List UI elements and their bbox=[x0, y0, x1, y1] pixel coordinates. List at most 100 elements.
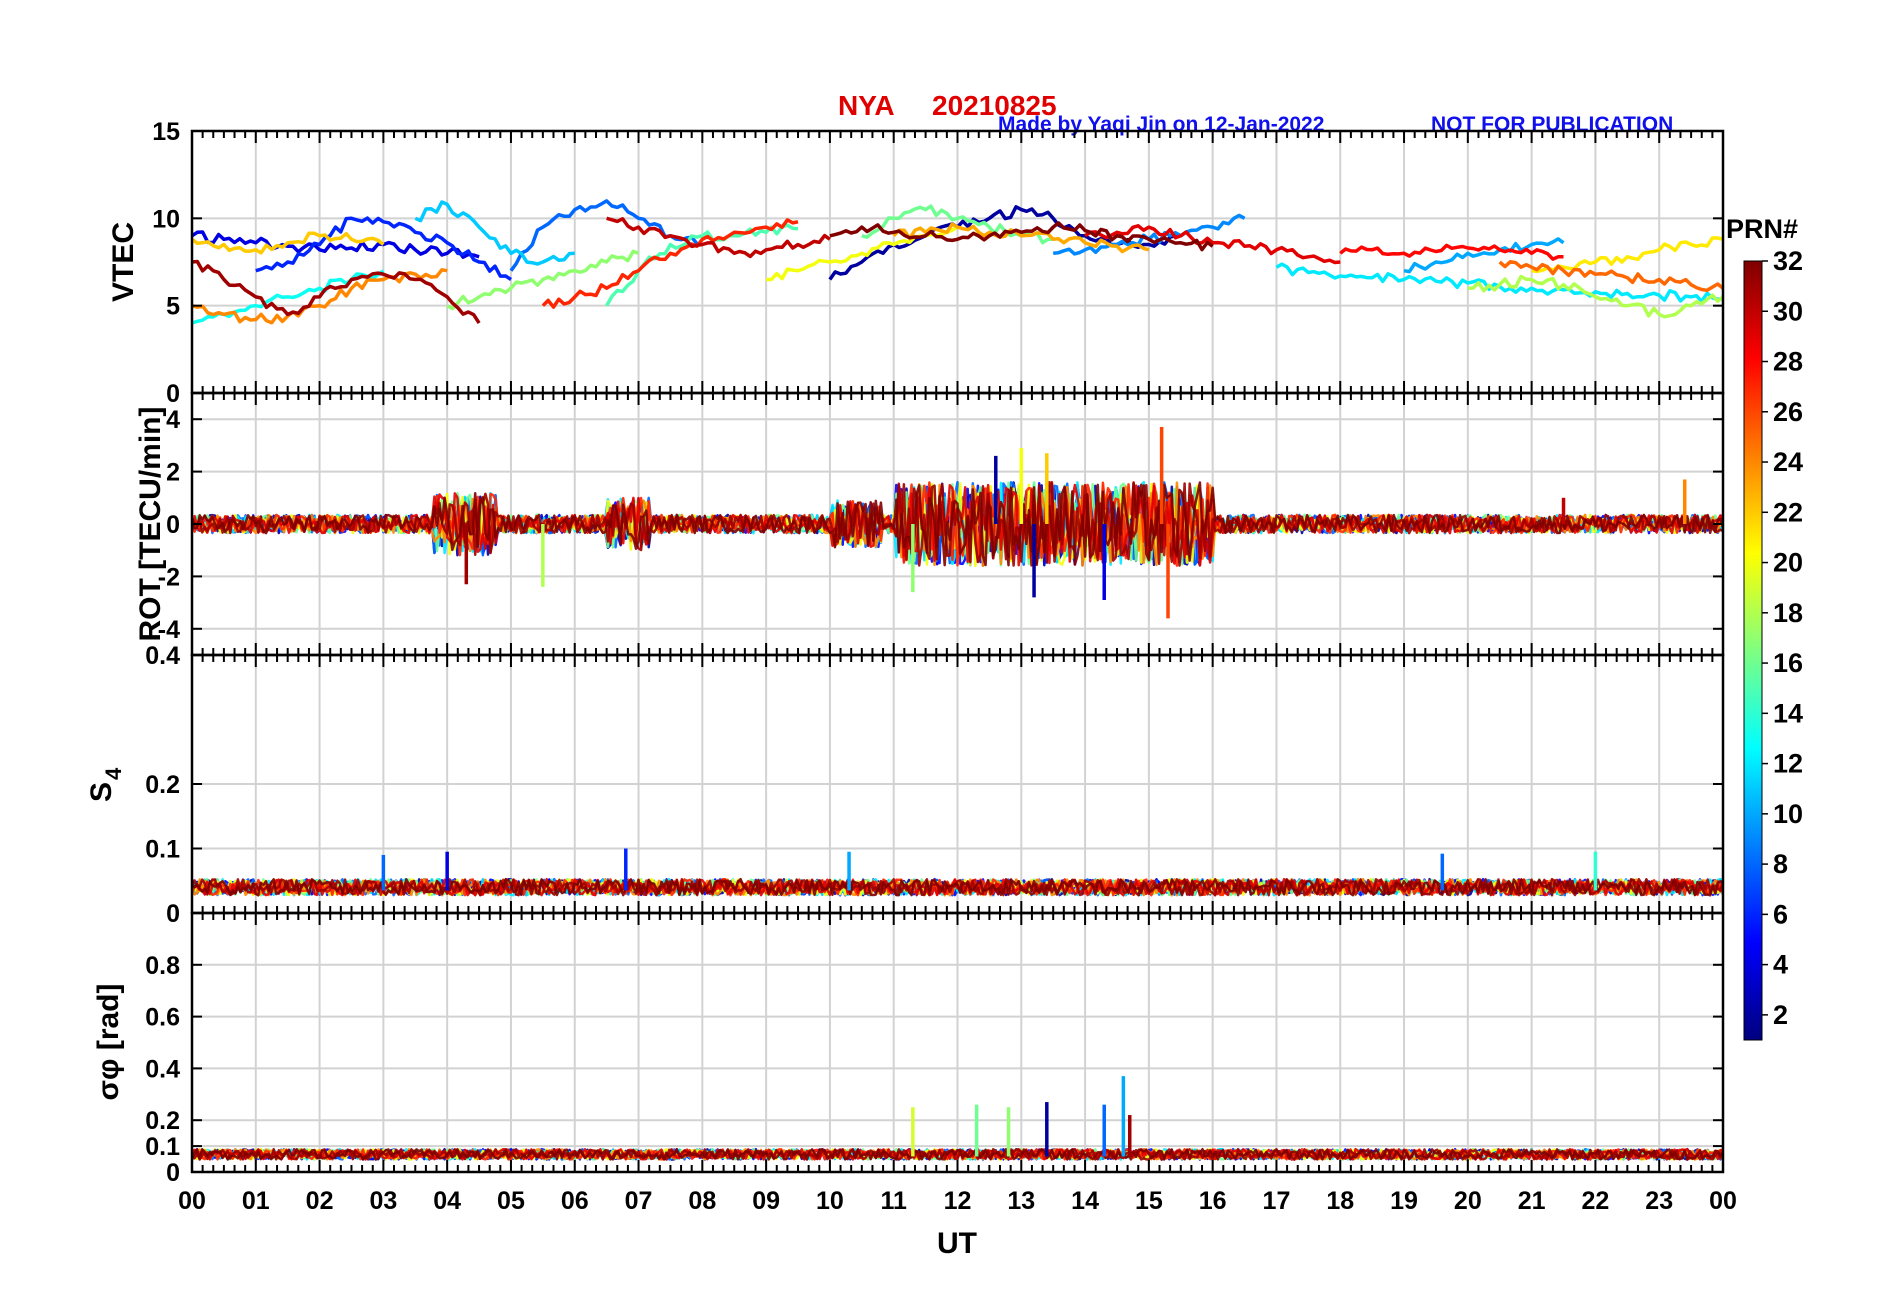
colorbar-tick-label: 4 bbox=[1773, 950, 1788, 980]
ylabel-sigma-phi-text: σφ [rad] bbox=[92, 984, 125, 1101]
y-tick-label: 0.1 bbox=[145, 1133, 180, 1161]
y-tick-label: 0 bbox=[166, 511, 180, 539]
colorbar-tick-label: 28 bbox=[1773, 347, 1803, 377]
ylabel-s4-sub: 4 bbox=[101, 767, 126, 780]
ylabel-s4-main: S bbox=[85, 782, 118, 802]
series-line-prn-32 bbox=[829, 221, 1214, 252]
colorbar-tick-label: 26 bbox=[1773, 397, 1803, 427]
y-tick-label: 0.6 bbox=[145, 1004, 180, 1032]
noise-line-prn-31 bbox=[192, 877, 1723, 897]
series-sigma-phi bbox=[192, 1076, 1723, 1161]
colorbar-label: PRN# bbox=[1726, 214, 1798, 244]
series-line-prn-31 bbox=[192, 259, 481, 325]
y-tick-label: 15 bbox=[152, 118, 180, 146]
series-line-prn-11 bbox=[414, 200, 575, 266]
colorbar-tick-label: 8 bbox=[1773, 849, 1788, 879]
x-tick-label: 01 bbox=[242, 1187, 270, 1215]
colorbar-tick-label: 30 bbox=[1773, 296, 1803, 326]
ticks-s4: 0 0.1 0.2 0.4 bbox=[145, 642, 1724, 928]
x-tick-label: 02 bbox=[306, 1187, 334, 1215]
panel-vtec: 0 5 10 15 VTEC bbox=[107, 118, 1725, 408]
x-tick-label: 04 bbox=[433, 1187, 461, 1215]
colorbar-tick-label: 10 bbox=[1773, 799, 1803, 829]
y-tick-label: 5 bbox=[166, 293, 180, 321]
x-tick-label: 11 bbox=[880, 1187, 907, 1215]
noise-line-prn-32 bbox=[192, 481, 1723, 567]
x-tick-label: 12 bbox=[944, 1187, 972, 1215]
x-tick-label: 06 bbox=[561, 1187, 589, 1215]
x-axis-tick-labels: 00 01 02 03 04 05 06 07 08 09 10 11 12 13 14 15 16 17 18 19… bbox=[178, 1187, 1737, 1215]
colorbar-tick-label: 16 bbox=[1773, 648, 1803, 678]
y-tick-label: -2 bbox=[158, 563, 180, 591]
series-line-prn-30 bbox=[606, 216, 831, 259]
grid-s4 bbox=[192, 655, 1723, 913]
colorbar-tick-label: 22 bbox=[1773, 497, 1803, 527]
x-tick-label: 07 bbox=[625, 1187, 653, 1215]
ylabel-rot: ROT [TECU/min] bbox=[134, 407, 167, 642]
x-tick-label: 23 bbox=[1645, 1187, 1673, 1215]
x-tick-label: 03 bbox=[369, 1187, 397, 1215]
y-tick-label: 0.2 bbox=[145, 1107, 180, 1135]
colorbar-tick-label: 12 bbox=[1773, 749, 1803, 779]
y-tick-label: 4 bbox=[166, 406, 180, 434]
ylabel-sigma-phi: σφ [rad] bbox=[92, 984, 125, 1101]
y-tick-label: 2 bbox=[166, 459, 180, 487]
x-tick-label: 00 bbox=[178, 1187, 206, 1215]
y-tick-label: 0 bbox=[166, 380, 180, 408]
colorbar-tick-label: 20 bbox=[1773, 548, 1803, 578]
series-line-prn-4 bbox=[192, 230, 480, 259]
frame-sigma-phi bbox=[190, 911, 1725, 1174]
y-tick-label: 0.1 bbox=[145, 836, 180, 864]
x-tick-label: 22 bbox=[1582, 1187, 1610, 1215]
series-line-prn-21 bbox=[1531, 236, 1723, 274]
colorbar-tick-label: 18 bbox=[1773, 598, 1803, 628]
x-tick-label: 16 bbox=[1199, 1187, 1227, 1215]
series-s4 bbox=[192, 848, 1723, 897]
series-line-prn-23 bbox=[892, 222, 1150, 254]
y-tick-label: 0 bbox=[166, 900, 180, 928]
series-line-prn-18 bbox=[1467, 274, 1723, 319]
colorbar-gradient bbox=[1743, 260, 1763, 1041]
chart-title-station: NYA bbox=[838, 90, 895, 121]
y-tick-label: 0.4 bbox=[145, 1055, 180, 1083]
x-tick-label: 08 bbox=[688, 1187, 716, 1215]
colorbar-tick-label: 14 bbox=[1773, 698, 1803, 728]
y-tick-label: 0 bbox=[166, 1159, 180, 1187]
x-tick-label: 20 bbox=[1454, 1187, 1482, 1215]
colorbar-tick-label: 24 bbox=[1773, 447, 1803, 477]
series-line-prn-10 bbox=[1403, 237, 1565, 274]
y-tick-label: 10 bbox=[152, 205, 180, 233]
series-line-prn-17 bbox=[446, 249, 640, 311]
ticks-vtec: 0 5 10 15 bbox=[152, 118, 1724, 408]
panel-sigma-phi: 00.10.2 0.4 0.6 0.8 σφ [rad] bbox=[92, 911, 1725, 1187]
series-line-prn-28 bbox=[1339, 243, 1564, 261]
x-tick-label: 21 bbox=[1518, 1187, 1546, 1215]
series-line-prn-29 bbox=[1084, 224, 1341, 265]
noise-line-prn-32 bbox=[192, 1147, 1723, 1161]
colorbar-tick-label: 6 bbox=[1773, 899, 1788, 929]
x-tick-label: 09 bbox=[752, 1187, 780, 1215]
series-vtec bbox=[192, 199, 1723, 325]
series-line-prn-6 bbox=[255, 216, 512, 281]
colorbar-tick-label: 32 bbox=[1773, 246, 1803, 276]
y-tick-label: 0.4 bbox=[145, 642, 180, 670]
noise-line-prn-31 bbox=[192, 1147, 1723, 1161]
ylabel-s4: S 4 bbox=[85, 767, 126, 802]
x-tick-label: 13 bbox=[1007, 1187, 1035, 1215]
y-tick-label: -4 bbox=[158, 616, 180, 644]
ylabel-vtec: VTEC bbox=[107, 222, 140, 302]
grid-sigma-phi bbox=[192, 913, 1723, 1172]
x-tick-label: 18 bbox=[1326, 1187, 1354, 1215]
series-line-prn-27 bbox=[541, 218, 799, 309]
series-rot bbox=[192, 427, 1723, 619]
x-axis-label: UT bbox=[937, 1227, 977, 1260]
x-tick-label: 15 bbox=[1135, 1187, 1163, 1215]
x-tick-label: 05 bbox=[497, 1187, 525, 1215]
x-tick-label: 10 bbox=[816, 1187, 844, 1215]
chart-title-date: 20210825 bbox=[932, 90, 1057, 121]
y-tick-label: 0.2 bbox=[145, 771, 180, 799]
x-tick-label: 00 bbox=[1709, 1187, 1737, 1215]
